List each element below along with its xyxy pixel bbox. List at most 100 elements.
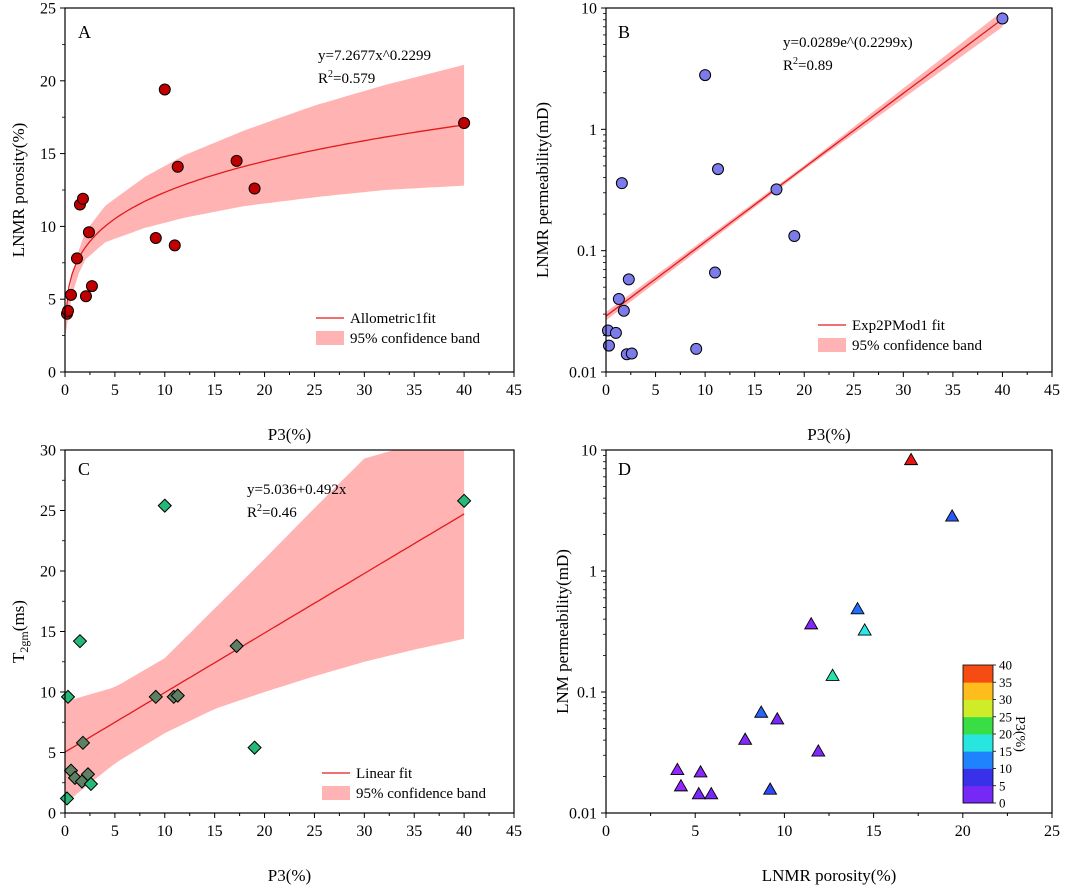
data-point xyxy=(61,304,74,317)
y-tick-label: 30 xyxy=(40,443,56,460)
data-point xyxy=(83,776,99,792)
y-axis-label: LNMR porosity(%) xyxy=(9,123,28,258)
y-tick-label: 1 xyxy=(589,564,597,581)
r-squared: R2=0.579 xyxy=(318,69,375,87)
x-axis-label: LNMR porosity(%) xyxy=(762,866,897,885)
x-tick-label: 5 xyxy=(111,823,119,840)
y-tick-label: 5 xyxy=(48,292,56,309)
data-point xyxy=(811,743,826,757)
data-point xyxy=(70,252,83,265)
fit-equation: y=7.2677x^0.2299 xyxy=(318,48,431,64)
panel-label: B xyxy=(618,22,630,42)
x-tick-label: 5 xyxy=(652,382,660,399)
x-tick-label: 15 xyxy=(207,382,223,399)
data-point xyxy=(996,12,1009,25)
y-tick-label: 25 xyxy=(40,503,56,520)
y-tick-label: 1 xyxy=(589,122,597,139)
data-point xyxy=(82,226,95,239)
data-point xyxy=(753,705,769,718)
x-tick-label: 40 xyxy=(456,382,472,399)
data-point xyxy=(149,232,162,245)
x-axis-label: P3(%) xyxy=(807,425,850,444)
fit-line xyxy=(606,18,1003,317)
legend-band-swatch xyxy=(818,338,846,352)
y-tick-label: 10 xyxy=(581,1,597,18)
colorbar-segment xyxy=(963,665,993,683)
x-tick-label: 20 xyxy=(955,823,971,840)
x-tick-label: 25 xyxy=(306,823,322,840)
y-tick-label: 10 xyxy=(40,219,56,236)
y-axis-label: LNMR permeability(mD) xyxy=(533,102,552,278)
colorbar-tick-label: 10 xyxy=(999,761,1012,776)
y-tick-label: 5 xyxy=(48,745,56,762)
y-tick-label: 20 xyxy=(40,564,56,581)
legend-fit-label: Allometric1fit xyxy=(350,311,437,327)
data-point xyxy=(788,230,801,243)
x-tick-label: 25 xyxy=(846,382,862,399)
colorbar-tick-label: 20 xyxy=(999,727,1012,742)
colorbar-segment xyxy=(963,716,993,735)
x-tick-label: 10 xyxy=(776,823,792,840)
x-tick-label: 25 xyxy=(1044,823,1060,840)
r-squared-label: R xyxy=(318,71,328,87)
data-point xyxy=(168,239,181,252)
y-tick-label: 0 xyxy=(48,365,56,382)
data-point xyxy=(622,273,635,286)
data-point xyxy=(770,711,785,725)
x-tick-label: 15 xyxy=(207,823,223,840)
y-tick-label: 20 xyxy=(40,73,56,90)
x-tick-label: 40 xyxy=(456,823,472,840)
x-tick-label: 40 xyxy=(994,382,1010,399)
data-point xyxy=(825,668,840,681)
x-tick-label: 35 xyxy=(406,823,422,840)
data-point xyxy=(704,786,719,800)
x-tick-label: 10 xyxy=(157,382,173,399)
data-point xyxy=(850,601,865,615)
r-squared-sup: 2 xyxy=(328,69,333,80)
data-point xyxy=(247,740,262,755)
x-tick-label: 0 xyxy=(602,382,610,399)
legend-band-swatch xyxy=(316,331,344,345)
r-squared-sup: 2 xyxy=(257,503,262,514)
y-tick-label: 25 xyxy=(40,1,56,18)
data-point xyxy=(699,69,712,82)
x-tick-label: 20 xyxy=(257,382,273,399)
panel-b: 0 5 10 15 20 25 30 35 40 45 0.01 0.1 1 10 P3(%) LNMR pe… xyxy=(533,1,1060,445)
y-tick-label: 0.1 xyxy=(577,243,597,260)
y-tick-label: 10 xyxy=(581,443,597,460)
data-point xyxy=(612,292,625,305)
legend-band-swatch xyxy=(322,786,350,800)
data-point xyxy=(458,117,471,130)
data-point xyxy=(59,791,75,806)
data-point xyxy=(229,638,244,654)
data-point xyxy=(230,154,243,167)
data-point xyxy=(456,493,472,509)
r-squared: R2=0.89 xyxy=(783,56,833,74)
r-squared-value: =0.46 xyxy=(262,505,297,521)
data-point xyxy=(85,280,98,293)
x-axis-label: P3(%) xyxy=(268,425,311,444)
x-tick-label: 30 xyxy=(895,382,911,399)
y-axis-label-sub: 2gm xyxy=(17,631,31,653)
data-point xyxy=(737,732,753,745)
data-point xyxy=(803,616,819,630)
legend-band-label: 95% confidence band xyxy=(350,331,480,347)
panel-c: 0 5 10 15 20 25 30 35 40 45 0 5 10 15 20 25 30 P3(%) T2gm(… xyxy=(9,443,522,886)
plot-area xyxy=(65,450,465,804)
legend-fit-label: Exp2PMod1 fit xyxy=(852,318,946,334)
y-tick-label: 10 xyxy=(40,685,56,702)
y-tick-label: 0 xyxy=(48,806,56,823)
colorbar-segment xyxy=(963,751,993,769)
y-axis-label-main: T xyxy=(9,652,28,663)
colorbar-tick-label: 30 xyxy=(999,692,1012,707)
r-squared-value: =0.579 xyxy=(333,71,375,87)
colorbar-segment xyxy=(963,682,993,700)
colorbar-title: P3(%) xyxy=(1012,716,1027,752)
legend-band-label: 95% confidence band xyxy=(852,338,982,354)
data-point xyxy=(709,266,722,279)
x-tick-label: 45 xyxy=(506,823,522,840)
data-point xyxy=(64,288,77,301)
confidence-band xyxy=(65,64,465,335)
colorbar-tick-label: 35 xyxy=(999,675,1012,690)
